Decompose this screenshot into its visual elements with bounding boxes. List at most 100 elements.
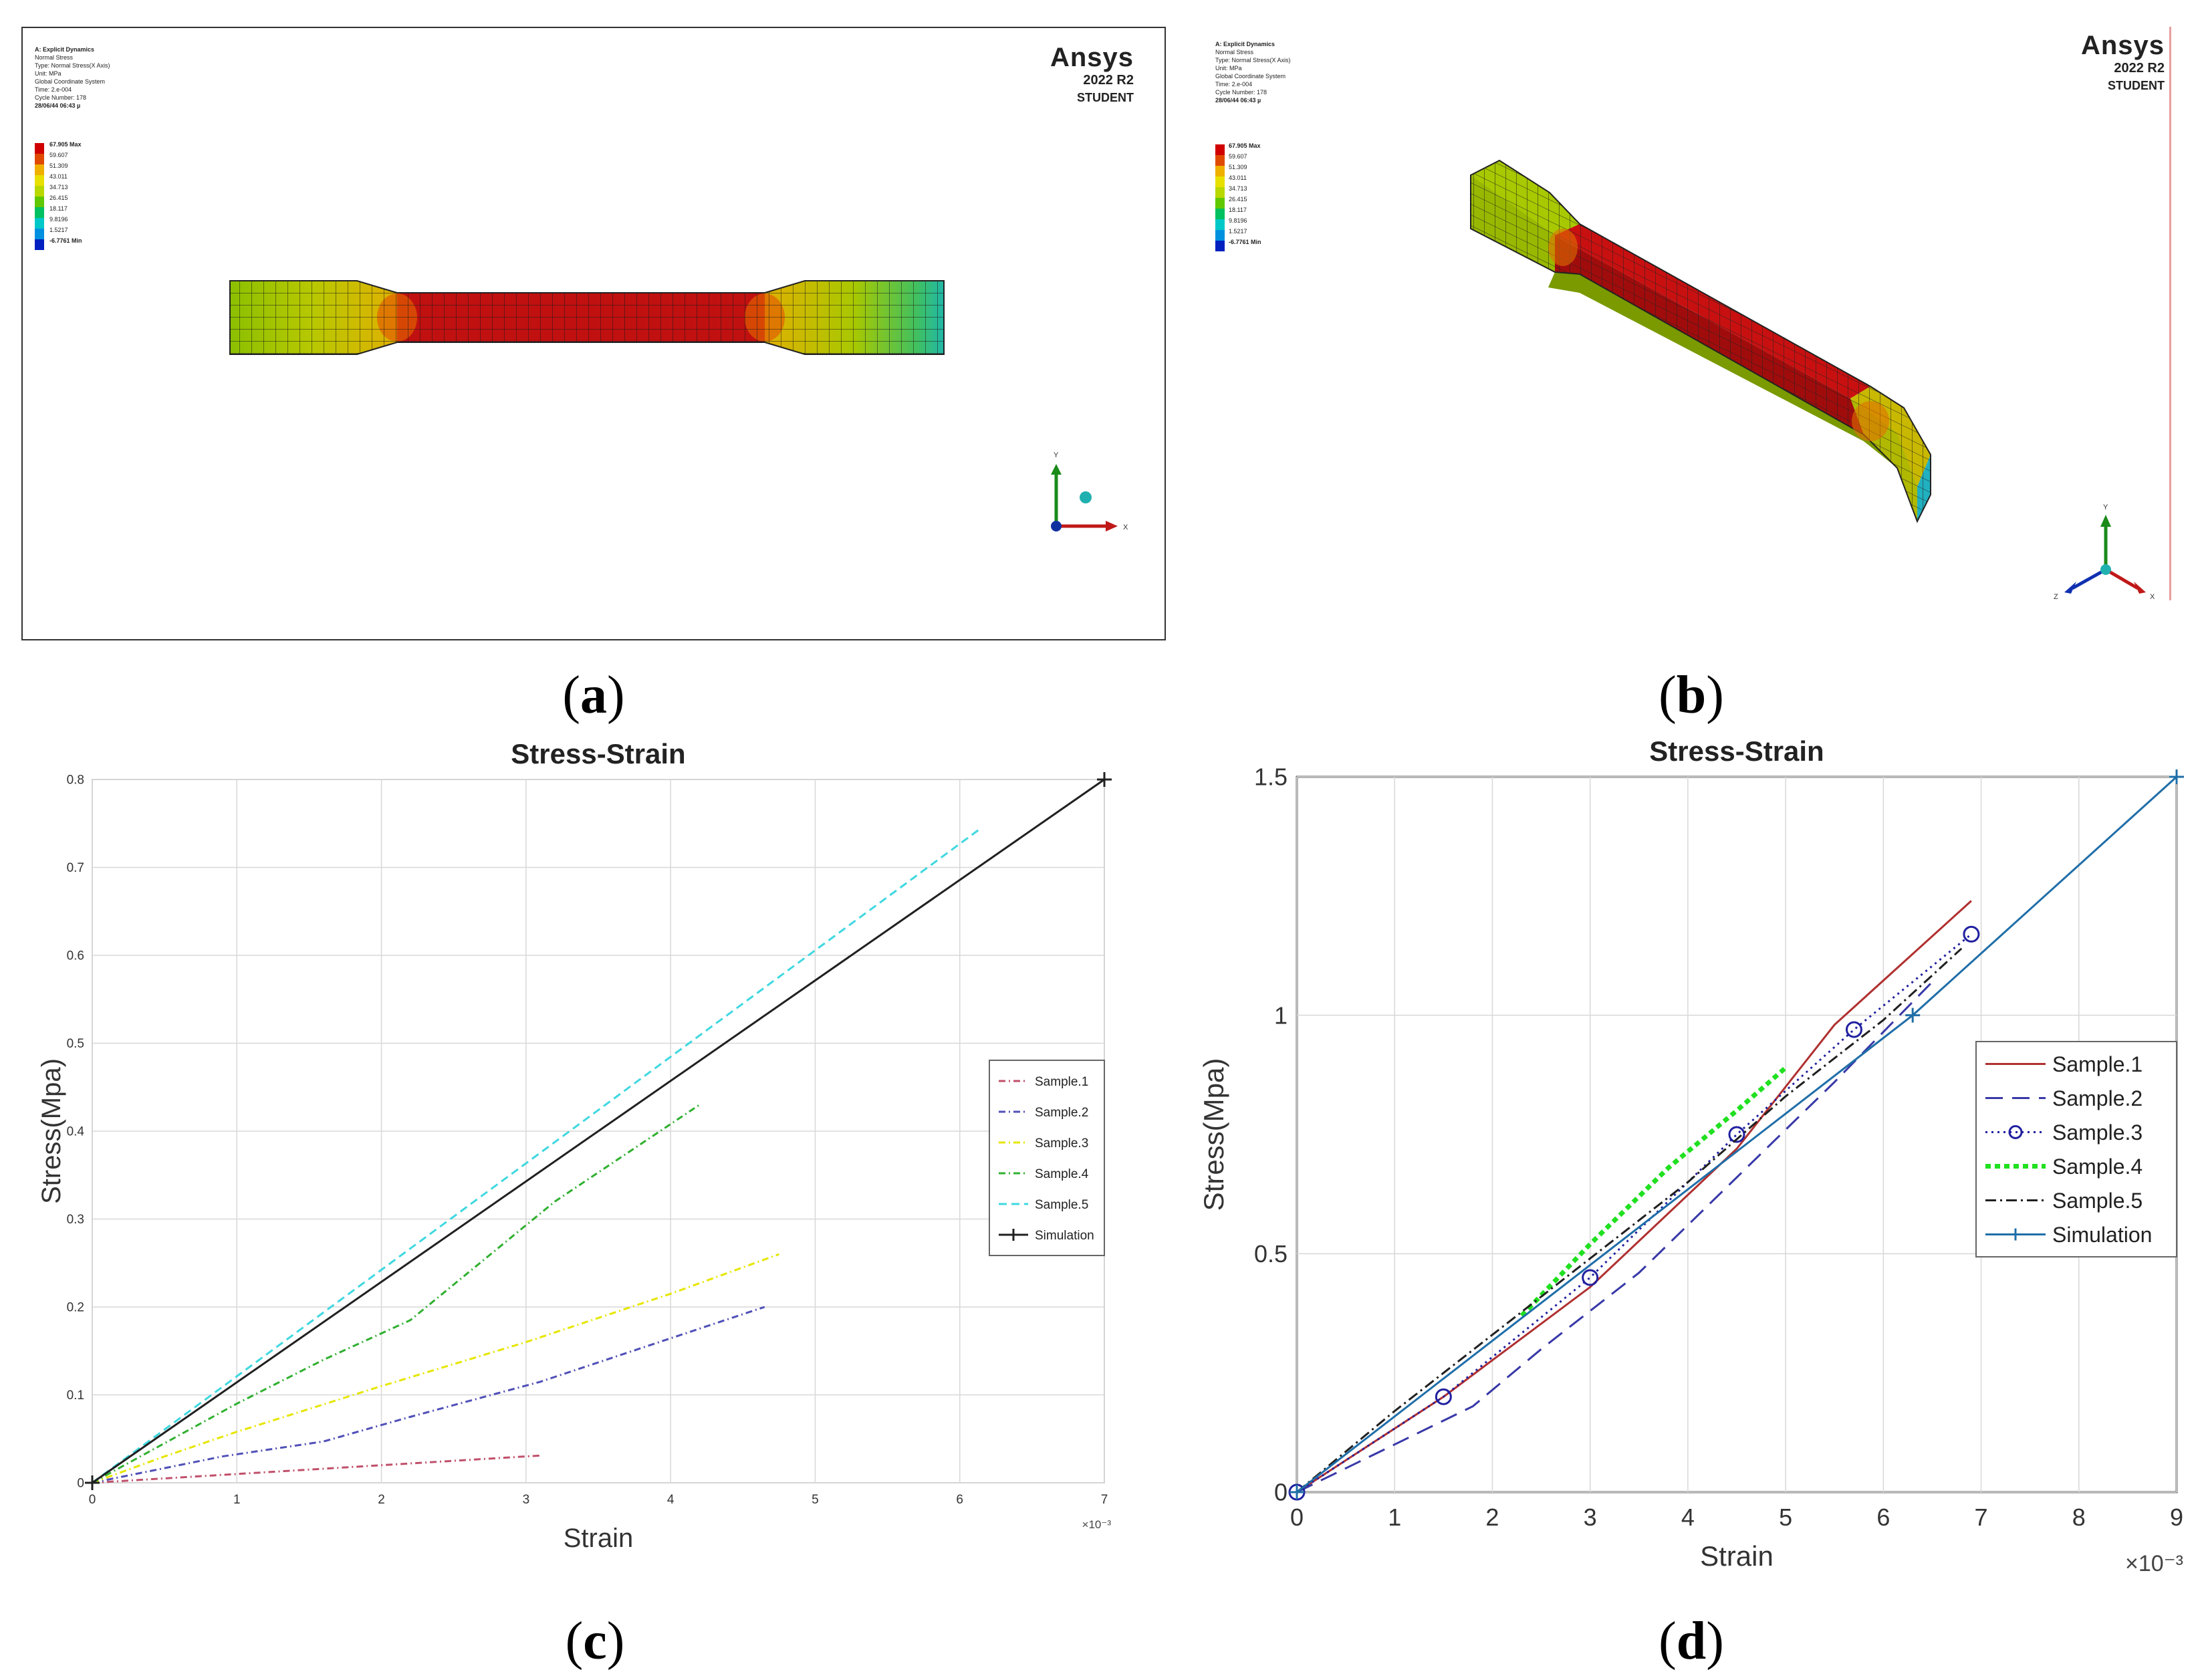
x-tick-label: 6 bbox=[956, 1493, 963, 1507]
legend-swatch bbox=[1215, 219, 1225, 230]
coordinate-triad-2d: Y X bbox=[1051, 451, 1128, 531]
x-tick-label: 0 bbox=[1290, 1504, 1304, 1531]
legend-swatch bbox=[1215, 166, 1225, 176]
legend-swatch bbox=[35, 154, 44, 164]
y-tick-label: 0.5 bbox=[1254, 1240, 1288, 1268]
x-tick-label: 0 bbox=[89, 1493, 96, 1507]
dogbone-3d-view: Y X Z bbox=[1470, 159, 2155, 601]
ansys-logo-edition: STUDENT bbox=[1077, 91, 1134, 104]
legend-swatch bbox=[35, 175, 44, 186]
legend-label: Sample.5 bbox=[2052, 1189, 2143, 1213]
sim-info-line: Normal Stress bbox=[35, 54, 74, 61]
data-point bbox=[1097, 772, 1112, 787]
ansys-logo-version: 2022 R2 bbox=[1083, 73, 1134, 88]
sim-info-line: A: Explicit Dynamics bbox=[35, 46, 95, 53]
legend-value: 59.607 bbox=[1229, 153, 1247, 160]
data-point bbox=[1435, 1388, 1452, 1405]
y-tick-label: 0.2 bbox=[67, 1301, 84, 1315]
legend-value: 18.117 bbox=[1229, 207, 1247, 213]
legend-swatch bbox=[35, 207, 44, 218]
x-tick-label: 4 bbox=[667, 1493, 675, 1507]
legend-label: Sample.2 bbox=[1035, 1106, 1088, 1120]
sim-info-line: Cycle Number: 178 bbox=[1215, 89, 1267, 96]
x-tick-label: 1 bbox=[233, 1493, 241, 1507]
stress-strain-chart-c: 0 1 2 3 4 5 6 7 0 0.1 0.2 0.3 0.4 0.5 0.6 0.7 0.8 Stress-… bbox=[37, 738, 1112, 1553]
y-tick-label: 0.8 bbox=[67, 773, 84, 788]
y-tick-label: 0 bbox=[77, 1477, 84, 1491]
data-point bbox=[2169, 769, 2184, 784]
sim-info-line: Time: 2.e-004 bbox=[35, 86, 72, 93]
legend-swatch bbox=[35, 239, 44, 250]
legend-label: Sample.3 bbox=[2052, 1120, 2143, 1145]
x-tick-label: 1 bbox=[1388, 1504, 1401, 1531]
legend-swatch bbox=[35, 143, 44, 154]
series-line bbox=[92, 827, 983, 1484]
series-line bbox=[1296, 981, 1933, 1493]
series-line bbox=[92, 778, 1105, 1484]
legend-label: Sample.4 bbox=[2052, 1155, 2143, 1179]
legend-value: 67.905 Max bbox=[49, 141, 82, 148]
chart-title: Stress-Strain bbox=[1649, 735, 1824, 767]
legend-label: Sample.4 bbox=[1035, 1167, 1089, 1181]
legend-value: 51.309 bbox=[1229, 164, 1247, 170]
series-line bbox=[92, 1454, 541, 1484]
legend-value: 9.8196 bbox=[1229, 217, 1247, 224]
y-tick-label: 0.6 bbox=[67, 949, 84, 963]
series-line bbox=[1296, 933, 1972, 1493]
x-scale-note: ×10⁻³ bbox=[1082, 1518, 1112, 1531]
ansys-logo: Ansys 2022 R2 STUDENT bbox=[1050, 43, 1134, 105]
sim-info-line: Type: Normal Stress(X Axis) bbox=[35, 62, 110, 69]
dogbone-2d-view: Y X bbox=[229, 280, 1128, 531]
x-tick-label: 6 bbox=[1876, 1504, 1890, 1531]
legend-value: 1.5217 bbox=[1229, 228, 1247, 235]
legend-value: -6.7761 Min bbox=[1229, 239, 1261, 245]
legend-value: 51.309 bbox=[49, 162, 68, 169]
x-tick-label: 7 bbox=[1101, 1493, 1108, 1507]
y-tick-label: 1 bbox=[1274, 1001, 1288, 1029]
data-point bbox=[1290, 1485, 1304, 1499]
x-scale-note: ×10⁻³ bbox=[2125, 1551, 2183, 1576]
legend-marker bbox=[1007, 1229, 1019, 1241]
legend-box bbox=[1975, 1041, 2177, 1257]
legend-value: 18.117 bbox=[49, 205, 68, 212]
legend-swatch bbox=[35, 218, 44, 229]
axis-y-label: Y bbox=[2103, 503, 2108, 511]
ansys-logo-name: Ansys bbox=[1050, 43, 1134, 72]
legend-label: Simulation bbox=[2052, 1223, 2152, 1247]
x-tick-label: 9 bbox=[2170, 1504, 2183, 1531]
legend-label: Sample.1 bbox=[1035, 1075, 1088, 1089]
legend-swatch bbox=[35, 164, 44, 175]
x-tick-label: 2 bbox=[378, 1493, 385, 1507]
stress-strain-chart-d: 0 1 2 3 4 5 6 7 8 9 0 0.5 1 1.5 Stress-Strain Strain Str… bbox=[1198, 735, 2184, 1576]
color-legend-bar bbox=[1215, 144, 1225, 251]
legend-label: Sample.2 bbox=[2052, 1086, 2143, 1110]
legend-value: 67.905 Max bbox=[1229, 142, 1261, 149]
sim-info-line: 28/06/44 06:43 µ bbox=[35, 102, 81, 109]
axis-y-label: Y bbox=[1054, 451, 1059, 459]
x-tick-label: 2 bbox=[1485, 1504, 1499, 1531]
data-point bbox=[1582, 1269, 1599, 1286]
axis-x-label: X bbox=[1123, 523, 1128, 531]
data-point bbox=[1963, 925, 1980, 943]
axis-x-label: X bbox=[2150, 593, 2155, 601]
panel-label-a: (a) bbox=[562, 666, 625, 725]
legend-swatch bbox=[1215, 144, 1225, 155]
chart-title: Stress-Strain bbox=[511, 738, 685, 769]
y-tick-label: 0.3 bbox=[67, 1213, 84, 1227]
x-tick-label: 4 bbox=[1681, 1504, 1695, 1531]
x-tick-label: 8 bbox=[2072, 1504, 2086, 1531]
legend-marker bbox=[2009, 1228, 2022, 1241]
series-line bbox=[1296, 947, 1963, 1493]
ansys-logo: Ansys 2022 R2 STUDENT bbox=[2081, 31, 2165, 93]
series-line bbox=[92, 1104, 701, 1484]
y-axis-label: Stress(Mpa) bbox=[37, 1058, 66, 1204]
legend-swatch bbox=[1215, 198, 1225, 209]
ansys-logo-edition: STUDENT bbox=[2108, 79, 2165, 92]
sim-info-line: 28/06/44 06:43 µ bbox=[1215, 97, 1261, 104]
sim-info-line: Cycle Number: 178 bbox=[35, 94, 87, 101]
series-line bbox=[92, 1306, 765, 1484]
legend-value: 26.415 bbox=[49, 195, 68, 201]
data-point bbox=[1905, 1007, 1921, 1023]
legend-marker bbox=[2008, 1125, 2023, 1139]
y-tick-label: 0.1 bbox=[67, 1389, 84, 1403]
